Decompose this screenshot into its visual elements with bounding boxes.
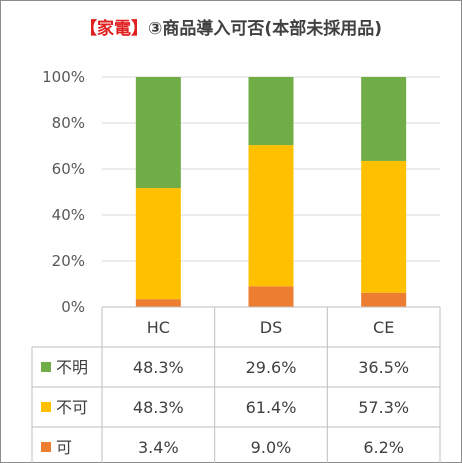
data-label: 57.3% — [358, 398, 409, 417]
data-label: 6.2% — [363, 438, 404, 457]
bar-HC-不可 — [135, 188, 181, 300]
bar-CE-不明 — [361, 77, 407, 161]
y-tick-label: 80% — [52, 114, 85, 132]
bar-CE-可 — [361, 292, 407, 307]
data-label: 48.3% — [133, 398, 184, 417]
y-tick-label: 100% — [42, 68, 85, 86]
legend-label: 不可 — [56, 398, 88, 417]
bar-HC-不明 — [135, 77, 181, 189]
legend-label: 不明 — [56, 358, 88, 377]
legend-key-可 — [41, 442, 51, 452]
legend-key-不可 — [41, 402, 51, 412]
legend-key-不明 — [41, 362, 51, 372]
category-label: DS — [260, 318, 282, 337]
y-tick-label: 0% — [61, 298, 85, 316]
bar-DS-可 — [248, 286, 294, 307]
y-tick-label: 40% — [52, 206, 85, 224]
data-label: 3.4% — [138, 438, 179, 457]
bar-DS-不明 — [248, 77, 294, 146]
data-label: 48.3% — [133, 358, 184, 377]
legend-label: 可 — [56, 438, 72, 457]
y-tick-label: 60% — [52, 160, 85, 178]
data-label: 36.5% — [358, 358, 409, 377]
data-label: 29.6% — [246, 358, 297, 377]
category-label: CE — [373, 318, 394, 337]
category-label: HC — [147, 318, 170, 337]
bar-HC-可 — [135, 299, 181, 307]
chart-title-prefix: 【家電】 — [80, 19, 149, 39]
chart-title: 【家電】③商品導入可否(本部未採用品) — [0, 14, 462, 39]
bar-CE-不可 — [361, 160, 407, 293]
bar-DS-不可 — [248, 145, 294, 287]
data-label: 9.0% — [251, 438, 292, 457]
y-tick-label: 20% — [52, 252, 85, 270]
chart-title-main: ③商品導入可否(本部未採用品) — [148, 19, 382, 39]
data-label: 61.4% — [246, 398, 297, 417]
